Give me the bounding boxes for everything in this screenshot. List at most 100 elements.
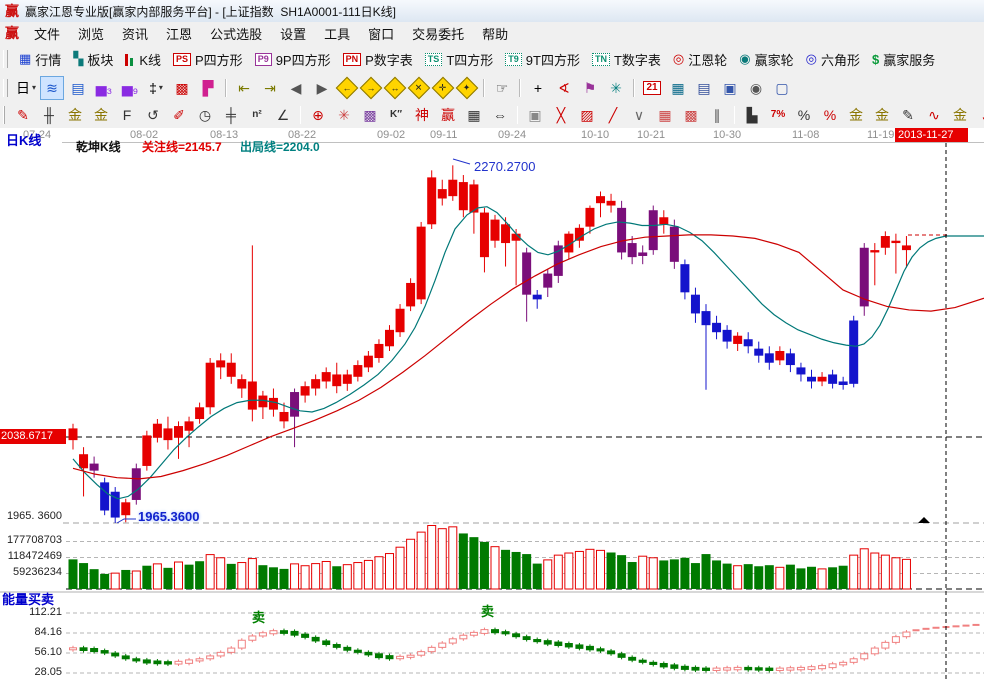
fan-lines-tool[interactable]: ╱ bbox=[601, 103, 625, 127]
volume-bar-up bbox=[237, 562, 247, 590]
ying-tool[interactable]: 赢 bbox=[436, 103, 460, 127]
quotes-button[interactable]: ▦ 行情 bbox=[19, 50, 61, 69]
t-number-table-button[interactable]: TN T数字表 bbox=[591, 50, 661, 69]
save-disk-button[interactable]: ▣ bbox=[718, 76, 742, 100]
gann-spiral-tool[interactable]: ↺ bbox=[141, 103, 165, 127]
fib-levels-tool[interactable]: F bbox=[115, 103, 139, 127]
next-bar-button[interactable]: ▶ bbox=[310, 76, 334, 100]
candle-style-dropdown[interactable]: ‡ ▾ bbox=[144, 76, 168, 100]
menu-item-1[interactable]: 文件 bbox=[34, 26, 61, 42]
percent-tool[interactable]: % bbox=[792, 103, 816, 127]
chart-area[interactable]: 07-24 08-02 08-13 08-22 09-02 09-11 09-24 10-10… bbox=[0, 128, 984, 679]
volume-pencil-tool[interactable]: ✎ bbox=[896, 103, 920, 127]
percent-line-tool[interactable]: % bbox=[818, 103, 842, 127]
memo-button[interactable]: ▤ bbox=[692, 76, 716, 100]
expand-horizontal-button[interactable]: ↔ bbox=[383, 76, 407, 100]
volume-bar-down bbox=[743, 564, 753, 589]
indicator-body bbox=[280, 630, 288, 634]
golden-ratio-v-tool[interactable]: 金 bbox=[89, 103, 113, 127]
gann-pencil-tool[interactable]: ✎ bbox=[11, 103, 35, 127]
p-number-table-button[interactable]: PN P数字表 bbox=[342, 50, 413, 69]
gann-grid-star-tool[interactable]: ▩ bbox=[358, 103, 382, 127]
p9-square-button[interactable]: P9 9P四方形 bbox=[254, 50, 331, 69]
k-marker-tool[interactable]: K″ bbox=[384, 103, 408, 127]
volume-bar-up bbox=[353, 562, 363, 590]
sectors-button[interactable]: ▚ 板块 bbox=[73, 50, 113, 69]
bars-9-icon[interactable]: ▅₉ bbox=[118, 76, 142, 100]
calendar-21-button[interactable]: 21 bbox=[640, 76, 664, 100]
shrink-left-button[interactable]: ← bbox=[335, 76, 359, 100]
t9-square-button[interactable]: T9 9T四方形 bbox=[505, 50, 580, 69]
toolbar-grip[interactable] bbox=[3, 50, 8, 68]
bars-3-icon[interactable]: ▅₃ bbox=[92, 76, 116, 100]
shen-tool[interactable]: 神 bbox=[410, 103, 434, 127]
fan-box-tool[interactable]: ▨ bbox=[575, 103, 599, 127]
gold-levels-tool[interactable]: 金 bbox=[870, 103, 894, 127]
grid-red-tool[interactable]: ▦ bbox=[653, 103, 677, 127]
menu-item-3[interactable]: 资讯 bbox=[122, 26, 149, 42]
red-pattern-icon[interactable]: ▩ bbox=[170, 76, 194, 100]
gann-target-tool[interactable]: ⊕ bbox=[306, 103, 330, 127]
volume-bar-down bbox=[511, 551, 521, 589]
menu-item-2[interactable]: 浏览 bbox=[78, 26, 105, 42]
menu-item-8[interactable]: 窗口 bbox=[368, 26, 395, 42]
last-bar-button[interactable]: ⇥ bbox=[258, 76, 282, 100]
number-grid-tool[interactable]: ▦ bbox=[462, 103, 486, 127]
j-angle-tool[interactable]: J bbox=[974, 103, 984, 127]
calculator-button[interactable]: ▦ bbox=[666, 76, 690, 100]
crosshair-button[interactable]: + bbox=[526, 76, 550, 100]
cost-pencil-tool[interactable]: ✐ bbox=[167, 103, 191, 127]
prev-bar-button[interactable]: ◀ bbox=[284, 76, 308, 100]
p-square-button[interactable]: PS P四方形 bbox=[173, 50, 243, 69]
volume-profile-icon[interactable]: ▛ bbox=[196, 76, 220, 100]
first-bar-button[interactable]: ⇤ bbox=[232, 76, 256, 100]
chip-tool-button[interactable]: ⚑ bbox=[578, 76, 602, 100]
web-analysis-button[interactable]: ✳ bbox=[604, 76, 628, 100]
mirror-angle-tool[interactable]: ∠ bbox=[271, 103, 295, 127]
blue-notes-icon[interactable]: ▤ bbox=[66, 76, 90, 100]
gold-trend-tool[interactable]: 金 bbox=[948, 103, 972, 127]
menu-item-6[interactable]: 设置 bbox=[280, 26, 307, 42]
hexagon-button[interactable]: ◎ 六角形 bbox=[806, 50, 860, 69]
toolbar-grip[interactable] bbox=[3, 106, 5, 124]
parallel-lines-tool[interactable]: ∥ bbox=[705, 103, 729, 127]
span-measure-tool[interactable]: ⇔ bbox=[488, 103, 512, 127]
stats-bars-tool[interactable]: ▙ bbox=[740, 103, 764, 127]
price-ruler-tool[interactable]: ╫ bbox=[37, 103, 61, 127]
compress-button[interactable]: ✕ bbox=[407, 76, 431, 100]
gold-circle-tool[interactable]: 金 bbox=[844, 103, 868, 127]
gann-wheel-button[interactable]: ◎ 江恩轮 bbox=[673, 50, 727, 69]
percent-change-tool[interactable]: 7% bbox=[766, 103, 790, 127]
menu-item-9[interactable]: 交易委托 bbox=[412, 26, 465, 42]
menu-item-10[interactable]: 帮助 bbox=[482, 26, 509, 42]
chart-canvas[interactable] bbox=[0, 128, 984, 679]
indicator-tail-dash bbox=[922, 627, 930, 630]
wave-tool[interactable]: ∿ bbox=[922, 103, 946, 127]
menu-item-4[interactable]: 江恩 bbox=[166, 26, 193, 42]
screenshot-button[interactable]: ◉ bbox=[744, 76, 768, 100]
angle-measure-button[interactable]: ∢ bbox=[552, 76, 576, 100]
winner-wheel-button[interactable]: ◉ 赢家轮 bbox=[739, 50, 793, 69]
n-square-tool[interactable]: n² bbox=[245, 103, 269, 127]
toolbar-grip[interactable] bbox=[3, 79, 8, 97]
frame-tool[interactable]: ▣ bbox=[523, 103, 547, 127]
golden-ratio-h-tool[interactable]: 金 bbox=[63, 103, 87, 127]
menu-item-7[interactable]: 工具 bbox=[324, 26, 351, 42]
expand-all-button[interactable]: ✛ bbox=[431, 76, 455, 100]
full-range-button[interactable]: ✦ bbox=[455, 76, 479, 100]
period-day-dropdown[interactable]: 日 ▾ bbox=[14, 76, 38, 100]
ray-fan-tool[interactable]: ╳ bbox=[549, 103, 573, 127]
pan-hand-button[interactable]: ☞ bbox=[490, 76, 514, 100]
winner-service-button[interactable]: $ 赢家服务 bbox=[872, 50, 935, 69]
t-square-button[interactable]: TS T四方形 bbox=[424, 50, 493, 69]
gann-star-tool[interactable]: ✳ bbox=[332, 103, 356, 127]
shrink-right-button[interactable]: → bbox=[359, 76, 383, 100]
pc-monitor-button[interactable]: ▢ bbox=[770, 76, 794, 100]
check-lines-tool[interactable]: ∨ bbox=[627, 103, 651, 127]
time-ruler-tool[interactable]: ╪ bbox=[219, 103, 243, 127]
time-cycle-tool[interactable]: ◷ bbox=[193, 103, 217, 127]
zen-chart-toggle[interactable]: ≋ bbox=[40, 76, 64, 100]
menu-item-5[interactable]: 公式选股 bbox=[210, 26, 263, 42]
kline-button[interactable]: K线 bbox=[125, 50, 161, 69]
grid-red2-tool[interactable]: ▩ bbox=[679, 103, 703, 127]
